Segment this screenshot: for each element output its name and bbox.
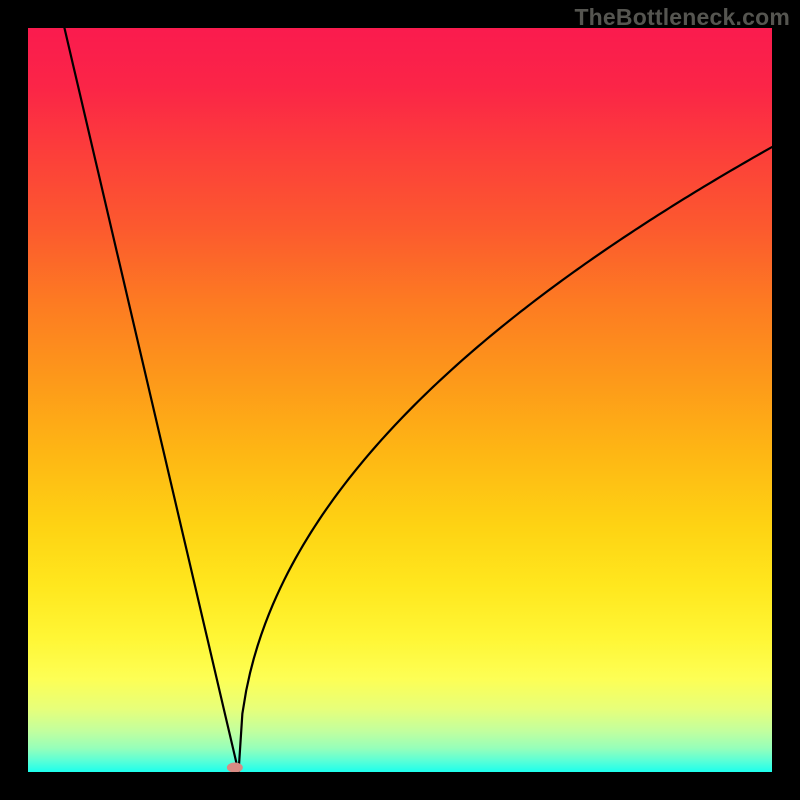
watermark-label: TheBottleneck.com bbox=[574, 4, 790, 31]
chart-background bbox=[28, 28, 772, 772]
chart-frame: TheBottleneck.com bbox=[0, 0, 800, 800]
bottleneck-chart bbox=[28, 28, 772, 772]
